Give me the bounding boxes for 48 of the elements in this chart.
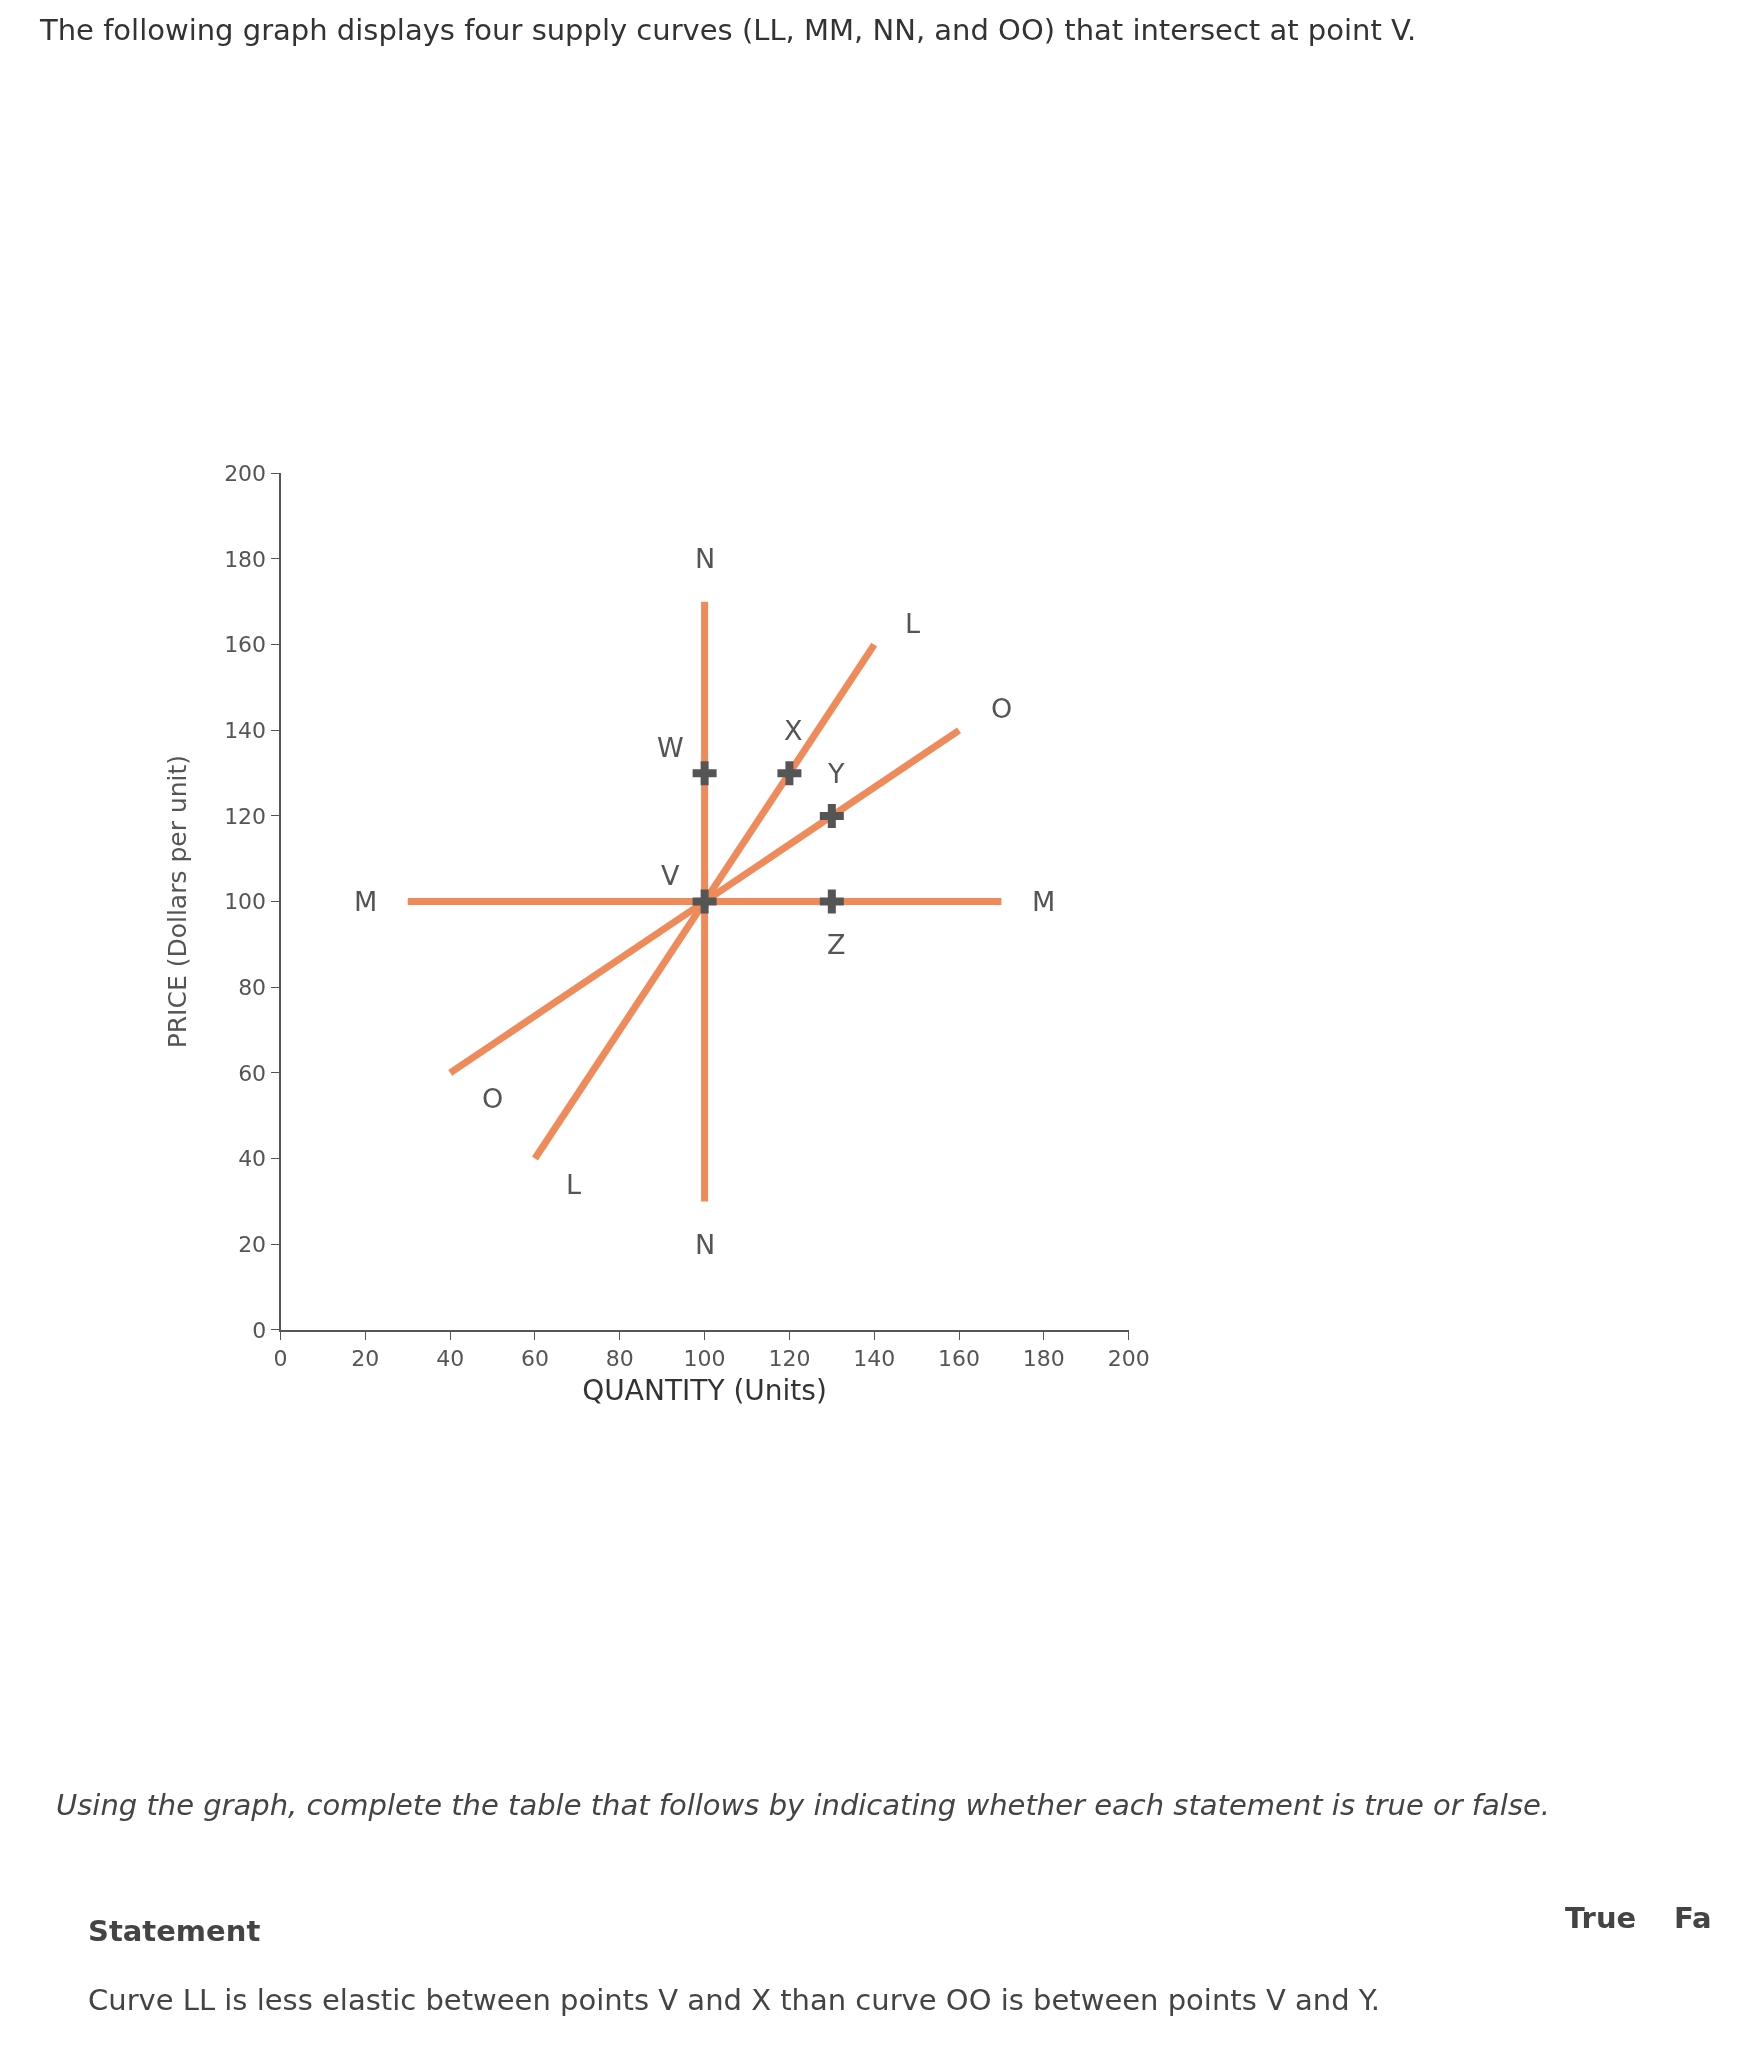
annotation: M [354,886,378,917]
x-tick-label: 180 [1022,1346,1065,1372]
x-tick-label: 120 [768,1346,811,1372]
x-tick-label: 160 [938,1346,981,1372]
text: Fa [1674,1901,1712,1935]
annotation: Y [827,758,845,789]
y-tick-label: 0 [252,1317,267,1343]
annotation: W [657,732,684,763]
chart-title: The following graph displays four supply curves (LL, MM, NN, and OO) that intersect at point V. [39,13,1417,48]
x-tick-label: 100 [683,1346,726,1372]
text: Using the graph, complete the table that follows by indicating whether each statement is true or false. [56,1788,1551,1822]
y-tick-label: 180 [224,546,267,572]
annotation: X [784,715,803,746]
text: Curve LL is less elastic between points V and X than curve OO is between points V and Y. [88,1983,1380,2017]
annotation: N [695,1229,716,1260]
x-axis-title: QUANTITY (Units) [582,1373,827,1407]
y-axis-title: PRICE (Dollars per unit) [163,754,193,1049]
annotation: O [482,1083,504,1114]
annotation: L [566,1169,582,1200]
text: True [1565,1901,1637,1935]
text: Statement [88,1914,261,1948]
annotation: L [905,608,921,639]
y-tick-label: 120 [224,803,267,829]
x-tick-label: 80 [605,1346,634,1372]
y-tick-label: 80 [238,974,267,1000]
annotation: M [1032,886,1056,917]
annotation: Z [827,929,846,960]
y-tick-label: 200 [224,461,267,487]
y-tick-label: 40 [238,1146,267,1172]
point [692,889,717,914]
annotation: N [695,543,716,574]
point [819,803,844,828]
x-tick-label: 0 [273,1346,288,1372]
y-tick-label: 60 [238,1060,267,1086]
y-tick-label: 140 [224,718,267,743]
point [819,889,844,914]
x-tick-label: 200 [1107,1346,1150,1372]
point [777,761,802,786]
x-tick-label: 40 [436,1346,465,1372]
x-tick-label: 60 [520,1346,549,1372]
annotation: V [661,860,680,891]
x-tick-label: 20 [351,1346,380,1372]
x-tick-label: 140 [853,1346,896,1372]
y-tick-label: 20 [238,1231,267,1257]
annotation: O [991,693,1013,724]
y-tick-label: 160 [224,632,267,658]
point [692,761,717,786]
y-tick-label: 100 [224,889,267,915]
